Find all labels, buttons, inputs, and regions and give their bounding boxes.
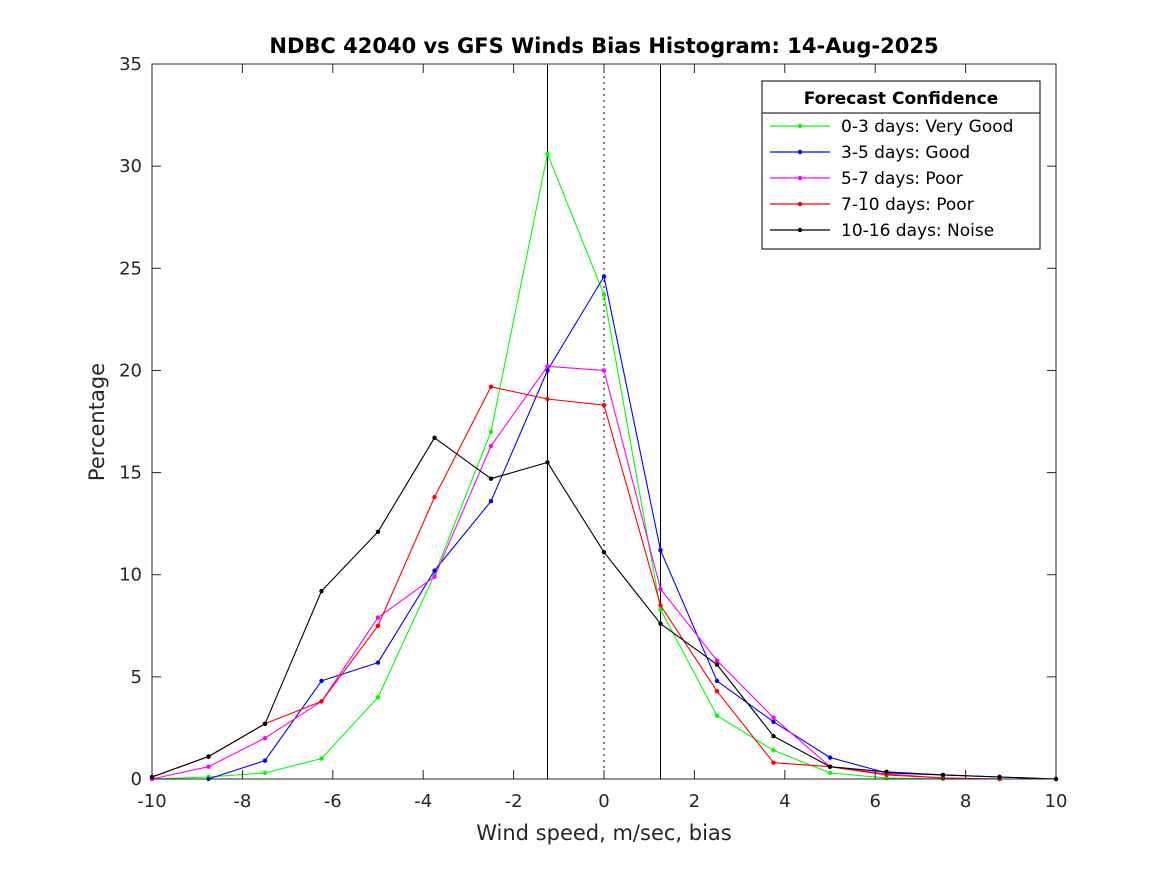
series-5-point xyxy=(375,529,381,535)
series-5-point xyxy=(940,772,946,778)
series-1-point xyxy=(262,770,268,776)
series-1-point xyxy=(714,713,720,718)
y-tick-label: 0 xyxy=(131,769,142,790)
series-4-point xyxy=(319,699,324,704)
chart-title: NDBC 42040 vs GFS Winds Bias Histogram: … xyxy=(269,34,938,58)
legend-swatch-marker xyxy=(797,175,803,181)
series-3-point xyxy=(771,715,776,720)
axes: -10 -8 -6 -4 -2 0 2 4 6 8 10 0 5 10 15 20 25 30 35 xyxy=(119,54,1067,812)
legend-entry-label: 5-7 days: Poor xyxy=(841,169,963,189)
x-tick-label: 10 xyxy=(1045,791,1068,812)
y-tick-label: 15 xyxy=(119,463,142,484)
legend-entry-label: 0-3 days: Very Good xyxy=(841,117,1013,137)
series-2-point xyxy=(432,568,437,573)
series-5-point xyxy=(545,460,550,465)
series-2-point xyxy=(658,548,663,553)
x-tick-label: -8 xyxy=(233,791,251,812)
series-3-point xyxy=(714,658,720,663)
series-2-point xyxy=(488,498,494,504)
series-2-point xyxy=(714,678,720,684)
series-2-point xyxy=(545,368,550,373)
x-axis-label: Wind speed, m/sec, bias xyxy=(476,821,732,845)
series-4-point xyxy=(545,396,550,402)
y-tick-label: 5 xyxy=(131,667,142,688)
y-tick-label: 35 xyxy=(119,54,142,75)
series-1-point xyxy=(601,292,607,298)
legend-swatch-marker xyxy=(797,149,803,155)
series-2-point xyxy=(827,755,833,760)
legend-swatch-marker xyxy=(797,123,803,129)
series-1-point xyxy=(545,151,550,157)
series-3-point xyxy=(545,364,550,369)
series-1-point xyxy=(375,695,381,700)
series-3-point xyxy=(658,586,663,592)
series-2-point xyxy=(262,758,268,763)
series-1-point xyxy=(771,748,776,753)
y-tick-label: 25 xyxy=(119,258,142,279)
x-tick-label: -4 xyxy=(414,791,432,812)
series-4-point xyxy=(601,402,607,408)
series-1-point xyxy=(488,429,494,434)
legend: Forecast Confidence 0-3 days: Very Good 3-… xyxy=(761,80,1041,250)
y-tick-label: 30 xyxy=(119,156,142,177)
series-5-point xyxy=(432,435,437,441)
x-tick-label: 8 xyxy=(960,791,971,812)
series-2-point xyxy=(601,274,607,279)
series-5-point xyxy=(997,774,1002,780)
legend-entry-label: 7-10 days: Poor xyxy=(841,195,974,215)
series-5-point xyxy=(488,476,494,481)
series-3-point xyxy=(375,615,381,620)
series-3-point xyxy=(488,443,494,449)
legend-swatch-marker xyxy=(797,227,803,233)
series-5-point xyxy=(206,754,211,759)
series-5-point xyxy=(771,733,776,739)
series-3-point xyxy=(432,574,437,579)
legend-box xyxy=(761,80,1041,250)
y-tick-label: 10 xyxy=(119,565,142,586)
series-4-point xyxy=(432,494,437,500)
y-axis-label: Percentage xyxy=(85,363,109,481)
series-4-point xyxy=(375,623,381,628)
legend-swatch-marker xyxy=(797,201,803,207)
series-1-point xyxy=(658,607,663,612)
series-4-point xyxy=(771,760,776,765)
series-5-point xyxy=(601,550,607,555)
series-2-point xyxy=(375,660,381,665)
series-3-point xyxy=(206,764,211,769)
x-tick-label: -2 xyxy=(505,791,523,812)
legend-entry-label: 3-5 days: Good xyxy=(841,143,970,163)
series-1-point xyxy=(319,756,324,761)
x-tick-label: 4 xyxy=(779,791,790,812)
series-5-point xyxy=(658,621,663,626)
series-5-point xyxy=(262,721,268,727)
series-2-point xyxy=(771,719,776,724)
x-tick-label: -10 xyxy=(137,791,166,812)
series-2-point xyxy=(319,678,324,684)
y-tick-label: 20 xyxy=(119,360,142,381)
series-4-point xyxy=(488,384,494,389)
series-4-point xyxy=(714,688,720,694)
x-tick-label: 6 xyxy=(869,791,880,812)
series-1-point xyxy=(827,770,833,776)
series-5-point xyxy=(827,764,833,769)
series-5-point xyxy=(884,769,889,775)
series-5-point xyxy=(319,588,324,594)
series-3-point xyxy=(601,368,607,373)
series-4-point xyxy=(658,603,663,608)
x-tick-label: 2 xyxy=(689,791,700,812)
legend-entry-label: 10-16 days: Noise xyxy=(841,221,994,241)
x-tick-label: 0 xyxy=(598,791,609,812)
legend-title: Forecast Confidence xyxy=(804,89,999,109)
series-5-point xyxy=(714,662,720,667)
x-tick-label: -6 xyxy=(324,791,342,812)
series-4-point xyxy=(884,772,889,778)
series-3-point xyxy=(262,735,268,741)
